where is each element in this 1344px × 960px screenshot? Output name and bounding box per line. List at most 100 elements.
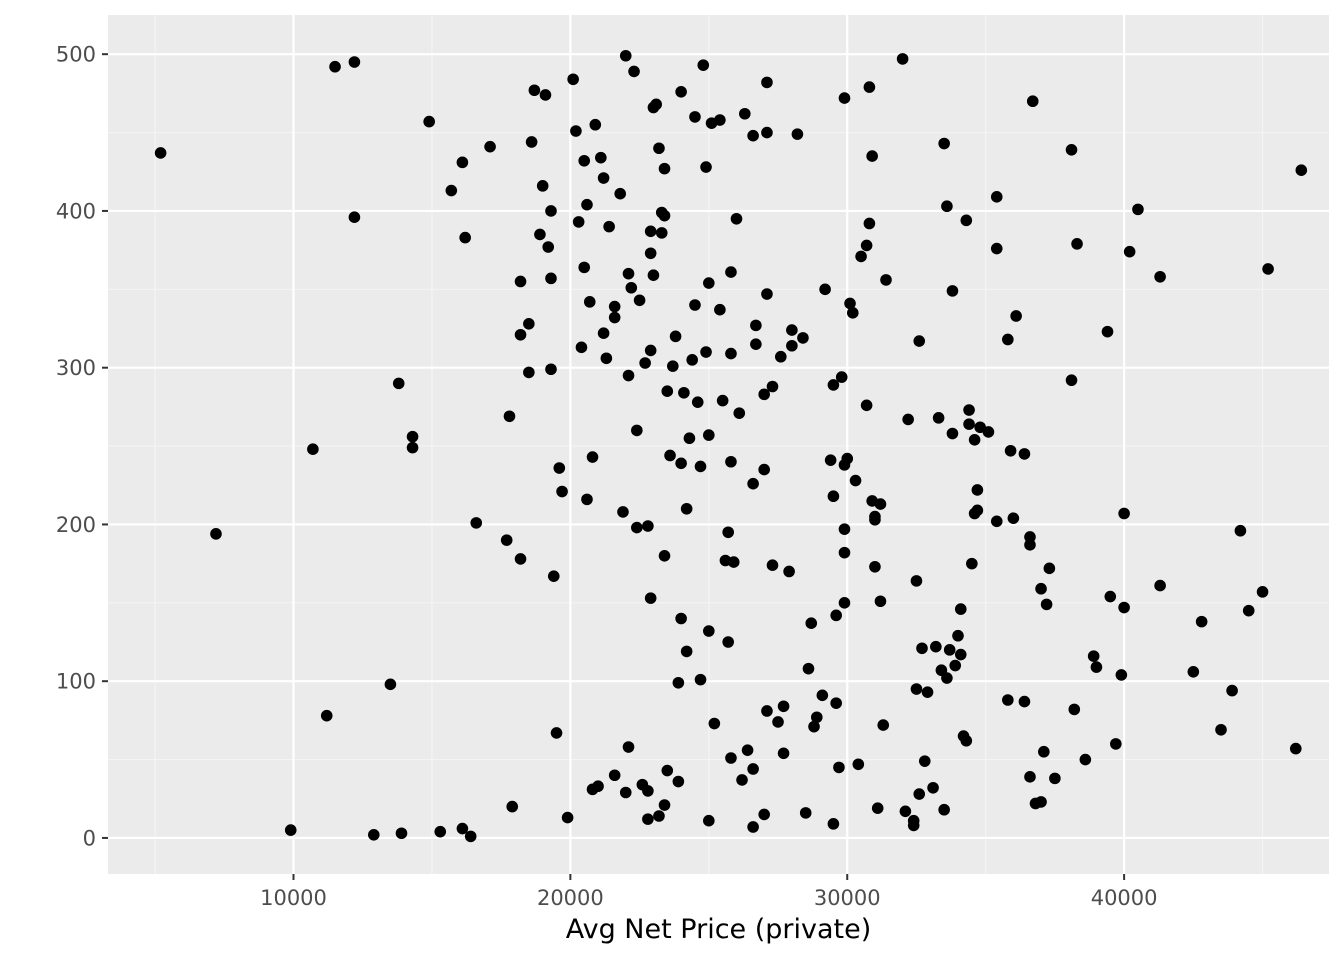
- data-point: [523, 318, 535, 330]
- data-point: [631, 424, 643, 437]
- data-point: [946, 285, 959, 297]
- data-point: [966, 557, 978, 570]
- data-point: [1256, 586, 1269, 598]
- data-point: [675, 86, 687, 98]
- data-point: [536, 180, 549, 192]
- data-point: [700, 161, 712, 173]
- data-point: [434, 825, 447, 838]
- data-point: [725, 752, 737, 764]
- data-point: [1110, 738, 1122, 750]
- data-point: [642, 785, 654, 797]
- data-point: [307, 443, 319, 456]
- x-tick-label: 40000: [1091, 886, 1158, 910]
- x-tick-label: 30000: [814, 886, 881, 910]
- data-point: [946, 427, 959, 440]
- data-point: [1115, 669, 1128, 681]
- data-point: [619, 786, 632, 799]
- data-point: [600, 352, 613, 365]
- data-point: [597, 172, 610, 184]
- data-point: [329, 60, 341, 73]
- data-point: [647, 269, 660, 282]
- data-point: [617, 506, 629, 518]
- data-point: [694, 460, 707, 473]
- data-point: [644, 592, 657, 604]
- data-point: [703, 814, 715, 827]
- data-point: [725, 266, 737, 278]
- data-point: [1079, 753, 1092, 766]
- data-point: [971, 484, 984, 496]
- y-tick-label: 200: [56, 513, 96, 537]
- data-point: [628, 65, 640, 78]
- data-point: [722, 526, 734, 539]
- data-point: [672, 676, 685, 689]
- data-point: [658, 799, 671, 811]
- data-point: [1242, 604, 1255, 617]
- data-point: [766, 380, 779, 393]
- data-point: [661, 385, 674, 398]
- data-point: [827, 490, 840, 503]
- data-point: [680, 502, 693, 515]
- data-point: [819, 283, 831, 296]
- data-point: [631, 521, 643, 534]
- data-point: [990, 242, 1003, 255]
- y-tick-label: 300: [56, 356, 96, 380]
- data-point: [1010, 310, 1022, 322]
- data-point: [896, 53, 909, 65]
- data-point: [714, 303, 726, 316]
- data-point: [960, 734, 973, 747]
- data-point: [852, 758, 865, 771]
- data-point: [761, 288, 773, 300]
- data-point: [680, 645, 693, 658]
- data-point: [1132, 203, 1144, 216]
- data-point: [545, 205, 557, 217]
- data-point: [406, 430, 419, 443]
- data-point: [758, 388, 770, 401]
- data-point: [941, 200, 953, 213]
- data-point: [766, 559, 779, 571]
- data-point: [392, 377, 405, 390]
- data-point: [774, 350, 787, 363]
- data-point: [581, 493, 593, 506]
- data-point: [395, 827, 408, 840]
- data-point: [514, 553, 527, 565]
- data-point: [990, 515, 1003, 528]
- data-point: [838, 523, 851, 535]
- data-point: [545, 363, 557, 376]
- data-point: [655, 227, 668, 239]
- data-point: [733, 407, 746, 419]
- data-point: [642, 520, 654, 532]
- data-point: [943, 644, 956, 656]
- data-point: [880, 274, 892, 286]
- data-point: [608, 311, 621, 324]
- data-point: [678, 386, 690, 399]
- data-point: [672, 775, 685, 788]
- data-point: [716, 394, 729, 407]
- data-point: [833, 761, 845, 774]
- data-point: [954, 648, 967, 661]
- data-point: [866, 150, 878, 162]
- data-point: [384, 678, 397, 691]
- major-gridlines: [108, 15, 1329, 874]
- data-point: [747, 129, 759, 142]
- data-point: [725, 455, 737, 468]
- data-point: [547, 570, 560, 582]
- data-point: [1007, 512, 1020, 524]
- data-point: [542, 241, 555, 253]
- data-point: [816, 689, 829, 702]
- data-point: [750, 338, 762, 350]
- data-point: [838, 597, 851, 609]
- data-point: [941, 672, 953, 684]
- data-point: [777, 700, 790, 713]
- data-point: [445, 184, 458, 197]
- data-point: [348, 56, 361, 68]
- data-point: [761, 126, 773, 139]
- data-point: [736, 774, 748, 786]
- data-point: [1004, 444, 1017, 457]
- data-point: [714, 114, 726, 126]
- data-point: [1123, 245, 1136, 258]
- data-point: [1002, 694, 1014, 706]
- data-point: [799, 807, 812, 819]
- data-point: [927, 781, 939, 794]
- data-point: [963, 404, 975, 416]
